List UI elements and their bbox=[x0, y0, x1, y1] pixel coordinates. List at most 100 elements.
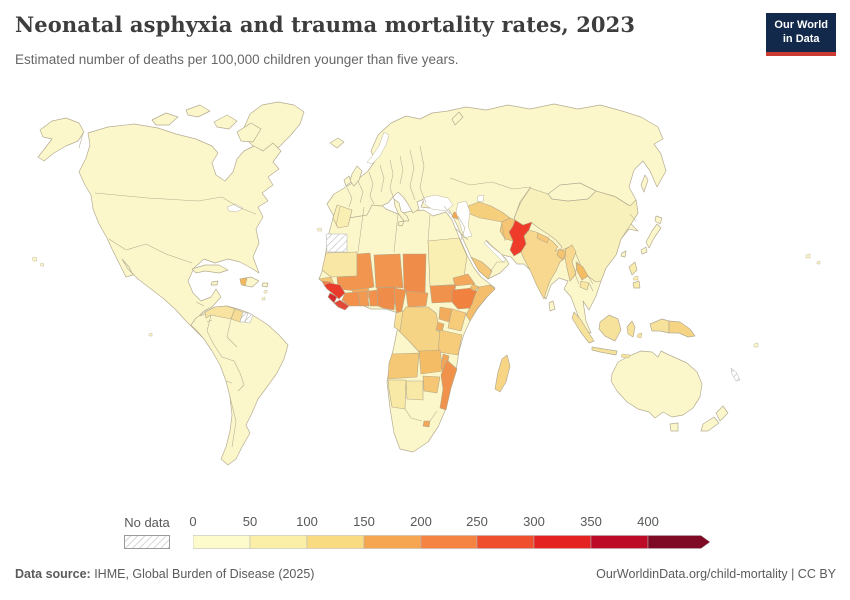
license-cc-by[interactable]: CC BY bbox=[797, 567, 836, 581]
owid-link[interactable]: OurWorldinData.org/child-mortality bbox=[596, 567, 788, 581]
country-papua-new-guinea[interactable] bbox=[668, 320, 696, 338]
border-europe-6 bbox=[399, 155, 404, 185]
island-hawaii bbox=[39, 262, 45, 267]
island-moluccas bbox=[636, 332, 643, 339]
island-novaya-zemlya bbox=[451, 111, 464, 126]
country-philippines-mindanao[interactable] bbox=[632, 280, 641, 289]
country-haiti[interactable] bbox=[239, 277, 248, 287]
country-ivory-coast[interactable] bbox=[341, 291, 361, 307]
border-north-africa-1 bbox=[335, 206, 341, 227]
country-borneo[interactable] bbox=[598, 314, 622, 342]
island-cuba[interactable] bbox=[191, 264, 229, 274]
country-nigeria[interactable] bbox=[376, 286, 397, 311]
country-botswana[interactable] bbox=[405, 380, 424, 401]
island-lesser-sunda bbox=[620, 353, 631, 359]
island-sri-lanka bbox=[548, 300, 556, 312]
country-morocco[interactable] bbox=[332, 204, 353, 229]
country-mozambique[interactable] bbox=[439, 359, 458, 411]
landmass-alaska[interactable] bbox=[37, 117, 85, 162]
legend-swatch-0-50[interactable] bbox=[193, 535, 251, 549]
border-south-america-3 bbox=[213, 344, 241, 374]
country-indonesia-sulawesi[interactable] bbox=[626, 320, 636, 338]
legend-swatch-300-350[interactable] bbox=[533, 535, 592, 549]
legend-tick: 300 bbox=[523, 514, 545, 529]
border-south-america-2 bbox=[226, 318, 238, 348]
legend-swatch-400-plus-arrow[interactable] bbox=[647, 535, 711, 549]
country-pakistan[interactable] bbox=[508, 219, 533, 257]
country-djibouti[interactable] bbox=[469, 283, 480, 292]
country-western-sahara-no-data[interactable] bbox=[325, 233, 348, 253]
legend-swatch-50-100[interactable] bbox=[249, 535, 308, 549]
landmass-australia[interactable] bbox=[610, 350, 703, 419]
country-namibia[interactable] bbox=[387, 379, 407, 410]
map-legend: No data 0 50 100 150 200 250 300 350 400 bbox=[0, 514, 850, 554]
legend-swatch-200-250[interactable] bbox=[420, 535, 478, 549]
legend-swatch-150-200[interactable] bbox=[363, 535, 422, 549]
seas bbox=[226, 131, 507, 263]
country-tanzania[interactable] bbox=[437, 329, 463, 356]
country-sudan[interactable] bbox=[427, 237, 468, 287]
country-laos[interactable] bbox=[575, 261, 589, 281]
country-kenya[interactable] bbox=[447, 308, 467, 332]
legend-no-data-label: No data bbox=[124, 515, 170, 530]
island-sakhalin bbox=[640, 174, 649, 193]
country-eritrea[interactable] bbox=[452, 273, 476, 287]
country-bangladesh[interactable] bbox=[556, 248, 567, 261]
country-togo-benin[interactable] bbox=[368, 289, 379, 307]
country-french-guiana-no-data[interactable] bbox=[244, 312, 254, 324]
country-indonesia-java[interactable] bbox=[591, 346, 618, 356]
owid-logo[interactable]: Our World in Data bbox=[766, 13, 836, 56]
country-mali[interactable] bbox=[336, 252, 375, 292]
legend-swatch-250-300[interactable] bbox=[476, 535, 535, 549]
legend-swatch-100-150[interactable] bbox=[306, 535, 365, 549]
country-mongolia[interactable] bbox=[547, 182, 597, 202]
island-ireland bbox=[343, 175, 352, 187]
legend-no-data-swatch[interactable] bbox=[124, 535, 170, 552]
country-philippines-visayas bbox=[632, 275, 639, 281]
country-angola[interactable] bbox=[387, 352, 420, 380]
border-north-africa-2 bbox=[357, 206, 365, 253]
country-lesotho[interactable] bbox=[422, 420, 431, 428]
border-europe-3 bbox=[368, 171, 375, 205]
country-chad[interactable] bbox=[402, 253, 427, 297]
island-canary bbox=[316, 227, 323, 232]
island-iceland bbox=[329, 137, 345, 149]
legend-tick: 50 bbox=[242, 514, 258, 529]
country-philippines-luzon[interactable] bbox=[628, 261, 638, 276]
border-turkey-east bbox=[443, 205, 451, 215]
border-north-africa-4 bbox=[427, 214, 431, 242]
island-sicily bbox=[397, 220, 405, 227]
country-new-caledonia-no-data[interactable] bbox=[730, 367, 741, 382]
island-new-zealand-south[interactable] bbox=[700, 416, 720, 432]
country-madagascar[interactable] bbox=[494, 354, 511, 393]
country-zimbabwe[interactable] bbox=[422, 375, 441, 394]
island-hawaii bbox=[31, 256, 38, 262]
no-data-hatch-rect bbox=[124, 535, 170, 549]
landmass-south-america[interactable] bbox=[190, 305, 289, 466]
country-indonesia-sumatra[interactable] bbox=[571, 311, 595, 344]
country-ghana[interactable] bbox=[357, 290, 370, 307]
legend-tick: 200 bbox=[410, 514, 432, 529]
island-new-zealand-north[interactable] bbox=[715, 405, 729, 422]
country-yemen[interactable] bbox=[470, 256, 493, 280]
legend-tick: 400 bbox=[637, 514, 659, 529]
baltic-sea bbox=[366, 131, 390, 165]
country-niger[interactable] bbox=[373, 253, 404, 289]
chart-footer: Data source: IHME, Global Burden of Dise… bbox=[15, 567, 836, 581]
country-japan-honshu[interactable] bbox=[645, 223, 662, 249]
country-somalia[interactable] bbox=[465, 284, 496, 322]
country-nepal[interactable] bbox=[536, 232, 550, 244]
legend-tick: 150 bbox=[353, 514, 375, 529]
country-zambia[interactable] bbox=[418, 349, 444, 375]
country-mauritania[interactable] bbox=[321, 251, 358, 278]
country-cambodia[interactable] bbox=[579, 280, 590, 291]
country-congo[interactable] bbox=[393, 310, 404, 332]
country-myanmar[interactable] bbox=[564, 244, 577, 282]
legend-swatch-350-400[interactable] bbox=[590, 535, 649, 549]
country-guinea[interactable] bbox=[323, 282, 346, 300]
country-liberia[interactable] bbox=[333, 299, 350, 311]
border-north-africa-3 bbox=[393, 213, 399, 253]
landmass-north-america[interactable] bbox=[78, 123, 282, 344]
country-indonesia-papua[interactable] bbox=[649, 318, 670, 334]
country-central-african-republic[interactable] bbox=[405, 290, 429, 308]
